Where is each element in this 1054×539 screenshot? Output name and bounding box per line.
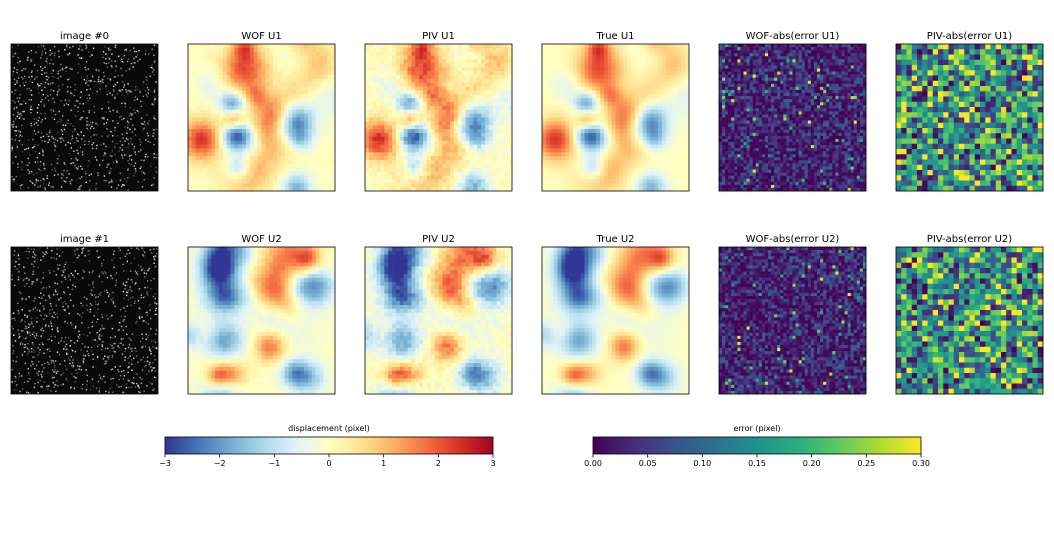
colorbar-label: error (pixel) <box>733 424 780 433</box>
panel: image #0 <box>10 31 159 192</box>
panel: PIV U2 <box>364 234 513 395</box>
panel: image #1 <box>10 234 159 395</box>
panel-title: True U2 <box>595 234 634 245</box>
panel-grid: image #0 WOF U1 PIV U1 True U1 WOF-abs(error… <box>10 31 1044 395</box>
panel-title: WOF U1 <box>241 31 281 42</box>
panel-frame <box>187 246 336 395</box>
tick-label: 0.05 <box>639 459 657 468</box>
colorbar-group: displacement (pixel) −3 −2 −1 0 1 2 3 error (pix… <box>159 424 930 468</box>
tick-label: 0.00 <box>584 459 602 468</box>
tick-label: 1 <box>381 459 386 468</box>
tick-label: 0 <box>326 459 331 468</box>
panel: WOF U1 <box>187 31 336 192</box>
panel-title: image #0 <box>60 31 109 42</box>
panel-frame <box>187 43 336 192</box>
panel: WOF-abs(error U2) <box>718 234 867 395</box>
panel-image <box>365 247 513 395</box>
panel: WOF-abs(error U1) <box>718 31 867 192</box>
tick-label: 0.15 <box>748 459 766 468</box>
panel-image <box>719 44 867 192</box>
panel-title: PIV-abs(error U1) <box>927 31 1012 42</box>
panel-frame <box>718 43 867 192</box>
panel-title: True U1 <box>595 31 634 42</box>
panel-title: PIV U1 <box>422 31 455 42</box>
panel-frame <box>364 43 513 192</box>
panel-frame <box>364 246 513 395</box>
panel-frame <box>541 246 690 395</box>
panel-frame <box>895 43 1044 192</box>
panel-frame <box>895 246 1044 395</box>
panel-image <box>188 247 336 395</box>
panel-title: WOF-abs(error U1) <box>746 31 840 42</box>
tick-label: 2 <box>436 459 441 468</box>
panel: WOF U2 <box>187 234 336 395</box>
panel-title: image #1 <box>60 234 109 245</box>
tick-label: −2 <box>214 459 226 468</box>
tick-label: 0.20 <box>803 459 821 468</box>
panel-frame <box>541 43 690 192</box>
panel-title: WOF-abs(error U2) <box>746 234 840 245</box>
panel-frame <box>10 43 159 192</box>
colorbar-gradient <box>164 436 494 455</box>
panel-image <box>11 247 158 394</box>
panel-image <box>896 44 1044 192</box>
colorbar: error (pixel) 0.00 0.05 0.10 0.15 0.20 0.25 0.3… <box>584 424 930 468</box>
panel-image <box>365 44 513 192</box>
panel-image <box>896 247 1044 395</box>
panel-title: PIV-abs(error U2) <box>927 234 1012 245</box>
panel-title: PIV U2 <box>422 234 455 245</box>
tick-label: 0.30 <box>912 459 930 468</box>
tick-label: −1 <box>268 459 280 468</box>
panel-image <box>542 44 690 192</box>
colorbar-label: displacement (pixel) <box>288 424 370 433</box>
tick-label: 3 <box>490 459 495 468</box>
tick-label: 0.25 <box>857 459 875 468</box>
panel: True U2 <box>541 234 690 395</box>
panel-frame <box>10 246 159 395</box>
panel: True U1 <box>541 31 690 192</box>
panel-title: WOF U2 <box>241 234 281 245</box>
panel: PIV-abs(error U2) <box>895 234 1044 395</box>
colorbar-gradient <box>592 436 922 455</box>
panel-image <box>719 247 867 395</box>
panel: PIV U1 <box>364 31 513 192</box>
tick-label: −3 <box>159 459 171 468</box>
colorbar: displacement (pixel) −3 −2 −1 0 1 2 3 <box>159 424 495 468</box>
panel-frame <box>718 246 867 395</box>
tick-label: 0.10 <box>693 459 711 468</box>
panel-image <box>188 44 336 192</box>
panel: PIV-abs(error U1) <box>895 31 1044 192</box>
panel-image <box>542 247 690 395</box>
panel-image <box>11 44 158 191</box>
